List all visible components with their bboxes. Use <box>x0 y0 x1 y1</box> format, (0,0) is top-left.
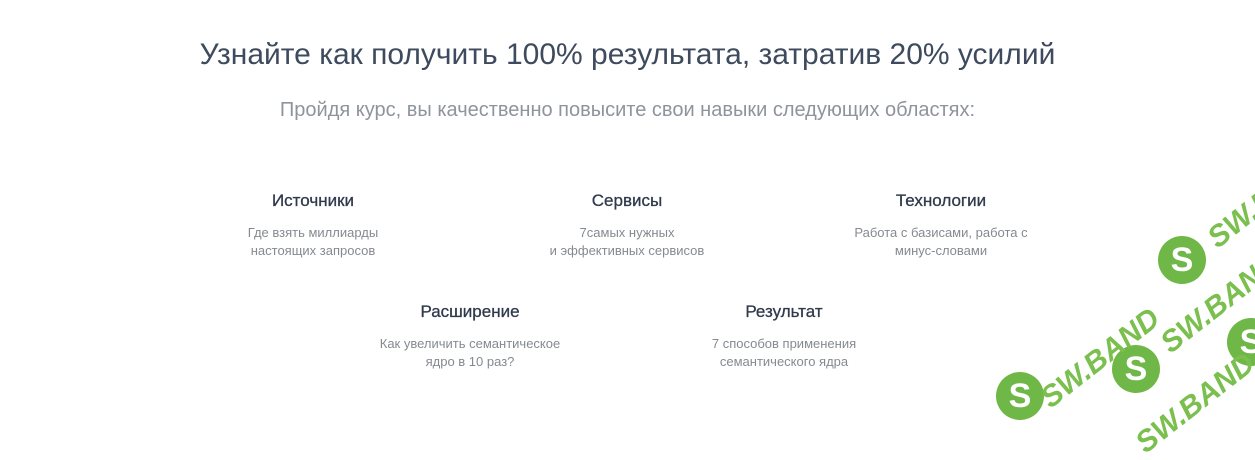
feature-expansion: Расширение Как увеличить семантическое я… <box>340 302 600 371</box>
watermark-logo-icon: S <box>1227 318 1255 366</box>
watermark-logo-icon: S <box>1112 345 1160 393</box>
feature-services: Сервисы 7самых нужных и эффективных серв… <box>497 191 757 260</box>
feature-title: Расширение <box>420 302 520 321</box>
watermark-text: SW.BAND <box>1154 246 1255 360</box>
feature-description: Как увеличить семантическое ядро в 10 ра… <box>379 336 561 369</box>
feature-sources: Источники Где взять миллиарды настоящих … <box>183 191 443 260</box>
feature-description: 7 способов применения семантического ядр… <box>711 336 857 369</box>
feature-result: Результат 7 способов применения семантич… <box>654 302 914 371</box>
watermark-text: SW.BAND <box>1201 141 1255 255</box>
feature-title: Результат <box>745 302 823 321</box>
watermark-logo-icon: S <box>1158 236 1206 284</box>
feature-title: Технологии <box>895 191 987 210</box>
feature-description: Где взять миллиарды настоящих запросов <box>247 225 379 258</box>
page-title: Узнайте как получить 100% результата, за… <box>199 38 1056 71</box>
feature-description: Работа с базисами, работа с минус-словам… <box>854 225 1028 258</box>
feature-description: 7самых нужных и эффективных сервисов <box>549 225 705 258</box>
feature-technologies: Технологии Работа с базисами, работа с м… <box>811 191 1071 260</box>
watermark-text: SW.BAND <box>1034 301 1167 415</box>
watermark-logo-icon: S <box>996 372 1044 420</box>
feature-title: Сервисы <box>591 191 663 210</box>
watermark-text: SW.BAND <box>1129 346 1255 460</box>
feature-title: Источники <box>271 191 355 210</box>
page-subtitle: Пройдя курс, вы качественно повысите сво… <box>279 99 976 121</box>
